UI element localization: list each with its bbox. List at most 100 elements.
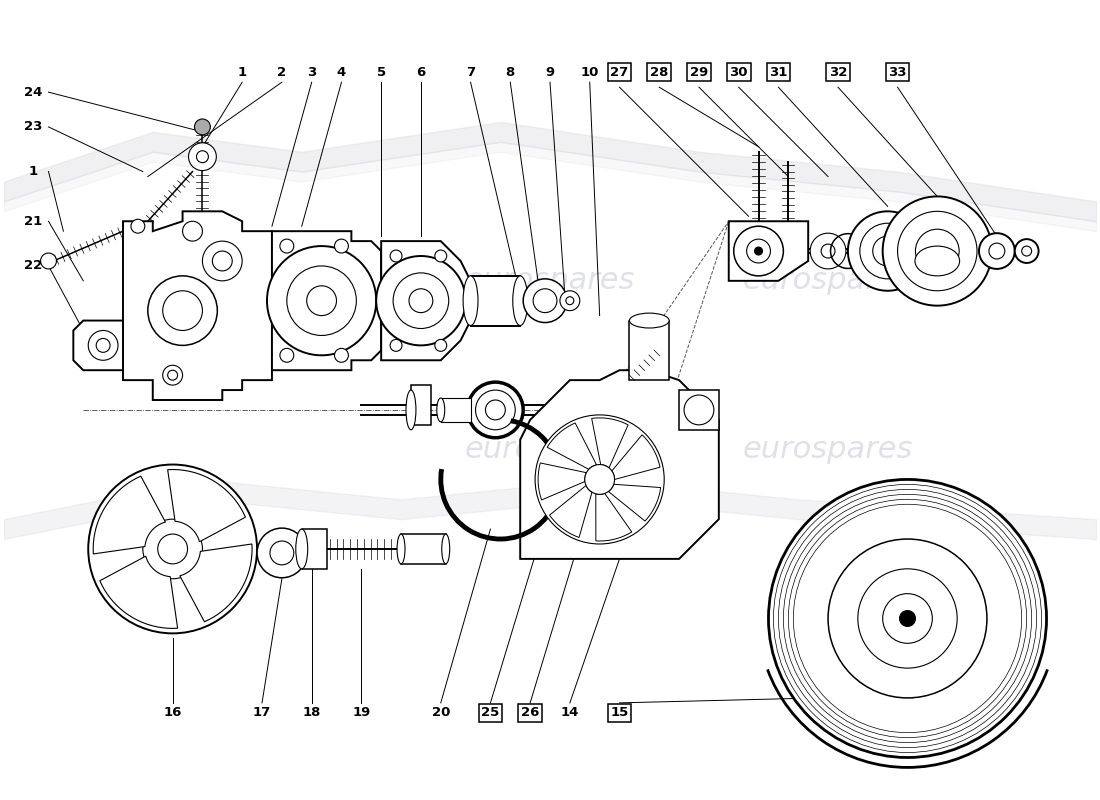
Polygon shape <box>596 494 631 541</box>
Text: 6: 6 <box>416 66 426 78</box>
Text: 22: 22 <box>24 259 43 273</box>
Circle shape <box>535 415 664 544</box>
Text: 7: 7 <box>466 66 475 78</box>
Ellipse shape <box>442 534 450 564</box>
Circle shape <box>390 339 402 351</box>
Circle shape <box>163 366 183 385</box>
Polygon shape <box>612 435 660 479</box>
Text: 17: 17 <box>253 706 271 719</box>
Circle shape <box>534 289 557 313</box>
Polygon shape <box>272 231 382 370</box>
Circle shape <box>163 290 202 330</box>
Text: eurospares: eurospares <box>465 266 635 295</box>
Ellipse shape <box>915 246 959 276</box>
Polygon shape <box>547 423 596 470</box>
Circle shape <box>734 226 783 276</box>
Circle shape <box>157 534 187 564</box>
Circle shape <box>88 465 257 634</box>
Circle shape <box>882 594 933 643</box>
FancyBboxPatch shape <box>402 534 446 564</box>
Text: 14: 14 <box>561 706 579 719</box>
Circle shape <box>376 256 465 346</box>
Polygon shape <box>179 544 252 622</box>
Polygon shape <box>592 418 628 468</box>
Polygon shape <box>382 241 471 360</box>
Text: 21: 21 <box>24 214 43 228</box>
Circle shape <box>188 142 217 170</box>
Circle shape <box>143 519 202 578</box>
Circle shape <box>565 297 574 305</box>
Circle shape <box>848 211 927 290</box>
Polygon shape <box>167 470 245 542</box>
Text: eurospares: eurospares <box>197 266 367 295</box>
Polygon shape <box>100 556 177 629</box>
Circle shape <box>287 266 356 335</box>
Circle shape <box>88 330 118 360</box>
FancyBboxPatch shape <box>441 398 471 422</box>
Circle shape <box>393 273 449 329</box>
Circle shape <box>334 239 349 253</box>
Circle shape <box>96 338 110 352</box>
Circle shape <box>41 253 56 269</box>
Circle shape <box>684 395 714 425</box>
Circle shape <box>560 290 580 310</box>
Text: 8: 8 <box>506 66 515 78</box>
Circle shape <box>202 241 242 281</box>
Circle shape <box>585 465 615 494</box>
Circle shape <box>147 276 218 346</box>
Circle shape <box>334 348 349 362</box>
Circle shape <box>898 211 977 290</box>
Polygon shape <box>608 484 661 521</box>
Text: 9: 9 <box>546 66 554 78</box>
Circle shape <box>257 528 307 578</box>
Text: 15: 15 <box>610 706 628 719</box>
Circle shape <box>811 233 846 269</box>
Polygon shape <box>550 486 592 538</box>
Circle shape <box>131 219 145 233</box>
Text: 3: 3 <box>307 66 317 78</box>
Polygon shape <box>538 463 586 500</box>
Circle shape <box>270 541 294 565</box>
Polygon shape <box>629 321 669 380</box>
Ellipse shape <box>463 276 478 326</box>
Text: 23: 23 <box>24 121 43 134</box>
Circle shape <box>475 390 515 430</box>
Circle shape <box>195 119 210 135</box>
Polygon shape <box>94 476 165 554</box>
Circle shape <box>163 539 183 559</box>
Circle shape <box>267 246 376 355</box>
Circle shape <box>821 244 835 258</box>
Circle shape <box>307 286 337 315</box>
Circle shape <box>524 279 567 322</box>
Text: 18: 18 <box>302 706 321 719</box>
Circle shape <box>900 610 915 626</box>
Ellipse shape <box>296 529 308 569</box>
Text: 1: 1 <box>238 66 246 78</box>
Text: 16: 16 <box>164 706 182 719</box>
Circle shape <box>485 400 505 420</box>
Text: 5: 5 <box>376 66 386 78</box>
Text: eurospares: eurospares <box>742 266 913 295</box>
Text: 24: 24 <box>24 86 43 98</box>
Circle shape <box>989 243 1004 259</box>
Polygon shape <box>728 222 808 281</box>
Polygon shape <box>520 370 718 559</box>
Text: 20: 20 <box>431 706 450 719</box>
FancyBboxPatch shape <box>411 385 431 425</box>
Text: 2: 2 <box>277 66 286 78</box>
Circle shape <box>882 197 992 306</box>
Text: 10: 10 <box>581 66 598 78</box>
Circle shape <box>755 247 762 255</box>
Circle shape <box>882 246 892 256</box>
Circle shape <box>197 150 208 162</box>
Circle shape <box>279 348 294 362</box>
Circle shape <box>212 251 232 271</box>
Text: 1: 1 <box>29 165 38 178</box>
Ellipse shape <box>406 390 416 430</box>
Circle shape <box>1014 239 1038 263</box>
Text: 30: 30 <box>729 66 748 78</box>
Text: 31: 31 <box>769 66 788 78</box>
FancyBboxPatch shape <box>679 390 718 430</box>
Circle shape <box>279 239 294 253</box>
Text: 33: 33 <box>889 66 906 78</box>
